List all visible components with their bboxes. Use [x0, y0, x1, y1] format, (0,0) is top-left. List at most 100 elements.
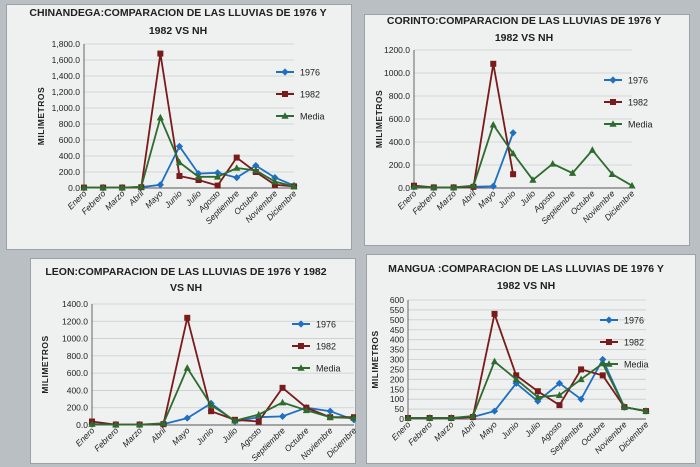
legend-label: Media	[624, 360, 649, 370]
data-point	[252, 166, 260, 174]
data-point	[214, 182, 221, 189]
legend-marker	[606, 339, 612, 345]
y-tick-label: 0.0	[68, 183, 80, 193]
chart-background	[364, 14, 690, 246]
data-point	[136, 420, 144, 428]
data-point	[578, 366, 585, 373]
chart-background	[30, 258, 356, 464]
data-point	[430, 183, 438, 191]
data-point	[450, 183, 458, 191]
y-tick-label: 400.0	[59, 151, 81, 161]
data-point	[80, 183, 88, 191]
data-point	[642, 407, 650, 414]
data-point	[599, 372, 606, 379]
legend-marker	[610, 99, 616, 105]
legend-marker	[281, 112, 289, 119]
data-point	[549, 160, 557, 167]
legend-label: Media	[628, 120, 653, 130]
data-point	[608, 170, 616, 177]
y-tick-label: 600	[390, 295, 404, 305]
chart-background	[366, 254, 696, 464]
data-point	[176, 173, 183, 179]
chart-corinto: CORINTO:COMPARACION DE LAS LLUVIAS DE 19…	[364, 14, 690, 246]
data-point	[112, 420, 120, 428]
y-axis-label: MILIMETROS	[370, 330, 380, 388]
series-media	[404, 357, 650, 421]
y-tick-label: 1200.0	[62, 316, 88, 326]
data-point	[137, 183, 145, 190]
data-point	[233, 154, 240, 161]
series-media	[88, 364, 356, 428]
y-tick-label: 150	[390, 384, 404, 394]
data-point	[490, 60, 497, 67]
data-point	[529, 176, 537, 183]
legend-label: 1976	[628, 76, 648, 86]
legend-marker	[609, 120, 617, 127]
data-point	[509, 149, 517, 157]
data-point	[88, 420, 96, 427]
data-point	[513, 372, 520, 379]
data-point	[271, 177, 279, 185]
data-point	[279, 384, 286, 391]
data-point	[490, 357, 499, 365]
chart-title-line: CHINANDEGA:COMPARACION DE LAS LLUVIAS DE…	[29, 7, 326, 19]
data-point	[302, 406, 310, 414]
y-tick-label: 200.0	[59, 167, 81, 177]
legend-label: Media	[316, 364, 341, 374]
legend-marker	[297, 364, 305, 371]
y-tick-label: 50	[395, 404, 405, 414]
legend-marker	[298, 343, 304, 349]
legend-label: Media	[300, 112, 325, 122]
y-tick-label: 550	[390, 305, 404, 315]
data-point	[447, 414, 455, 421]
data-point	[156, 113, 164, 121]
y-tick-label: 600.0	[67, 368, 89, 378]
data-point	[326, 413, 334, 421]
y-tick-label: 1200.0	[384, 45, 410, 55]
data-point	[255, 418, 262, 425]
data-point	[491, 310, 498, 317]
series-line	[84, 114, 295, 189]
data-point	[290, 182, 298, 190]
y-tick-label: 400	[390, 335, 404, 345]
data-point	[231, 416, 239, 424]
data-point	[512, 375, 520, 383]
data-point	[271, 174, 279, 182]
y-tick-label: 0.0	[76, 420, 88, 430]
data-point	[489, 120, 497, 128]
chart-title-line: 1982 VS NH	[495, 32, 553, 44]
chart-managua: MANGUA :COMPARACION DE LAS LLUVIAS DE 19…	[366, 254, 696, 464]
y-tick-label: 1,400.0	[52, 71, 81, 81]
y-tick-label: 800.0	[59, 119, 81, 129]
data-point	[350, 414, 356, 421]
data-point	[99, 183, 107, 191]
y-tick-label: 200.0	[67, 403, 89, 413]
chart-chinandega: CHINANDEGA:COMPARACION DE LAS LLUVIAS DE…	[6, 4, 352, 250]
y-tick-label: 1,200.0	[52, 87, 81, 97]
legend-marker	[297, 320, 305, 328]
chart-title-line: LEON:COMPARACION DE LAS LLUVIAS DE 1976 …	[45, 266, 326, 278]
data-point	[568, 169, 577, 176]
data-point	[184, 314, 191, 321]
series-line	[413, 122, 633, 189]
y-axis-label: MILIMETROS	[36, 87, 46, 145]
data-point	[255, 410, 263, 418]
series-media	[80, 113, 298, 191]
y-axis-label: MILIMETROS	[40, 335, 50, 393]
data-point	[469, 412, 477, 419]
series-media	[410, 120, 636, 191]
y-tick-label: 0.0	[398, 183, 410, 193]
chart-title-line: VS NH	[170, 282, 202, 294]
chart-title-line: 1982 VS NH	[497, 280, 555, 292]
data-point	[156, 181, 164, 189]
data-point	[233, 164, 241, 171]
y-tick-label: 1000.0	[384, 68, 410, 78]
data-point	[207, 401, 215, 408]
y-tick-label: 100	[390, 394, 404, 404]
y-tick-label: 0	[399, 414, 404, 424]
data-point	[426, 414, 434, 421]
y-tick-label: 800.0	[67, 351, 89, 361]
y-tick-label: 350	[390, 345, 404, 355]
y-tick-label: 250	[390, 364, 404, 374]
data-point	[175, 158, 184, 166]
